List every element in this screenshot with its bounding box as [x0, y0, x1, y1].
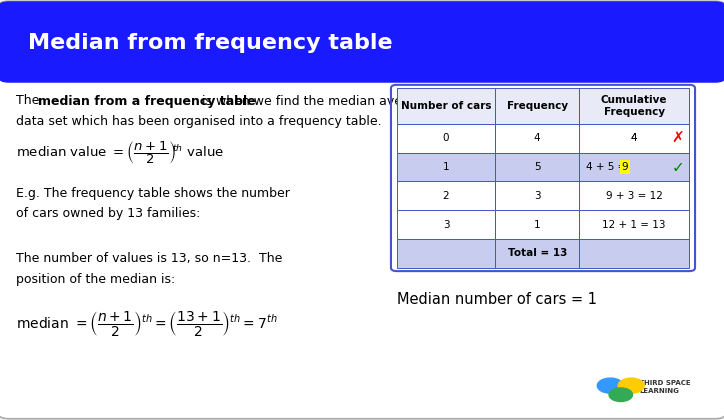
Bar [397, 124, 495, 152]
Bar [397, 88, 495, 124]
Text: Total = 13: Total = 13 [508, 248, 567, 258]
Bar [495, 210, 579, 239]
Text: position of the median is:: position of the median is: [16, 273, 175, 286]
Bar [495, 124, 579, 152]
Text: median from a frequency table: median from a frequency table [38, 94, 256, 108]
Text: of cars owned by 13 families:: of cars owned by 13 families: [16, 207, 201, 220]
Bar [397, 152, 495, 181]
Bar [9, 39, 715, 76]
Bar [579, 152, 689, 181]
Text: Cumulative
Frequency: Cumulative Frequency [601, 95, 668, 117]
Text: 9: 9 [621, 162, 628, 172]
Bar [579, 210, 689, 239]
Bar [579, 124, 689, 152]
Text: E.g. The frequency table shows the number: E.g. The frequency table shows the numbe… [16, 187, 290, 200]
Text: ✗: ✗ [670, 131, 683, 146]
Bar [397, 181, 495, 210]
Bar [495, 88, 579, 124]
Text: THIRD SPACE: THIRD SPACE [639, 380, 691, 386]
Text: The number of values is 13, so n=13.  The: The number of values is 13, so n=13. The [16, 252, 282, 265]
Text: median value $= \left(\dfrac{n+1}{2}\right)^{\!\!th}$ value: median value $= \left(\dfrac{n+1}{2}\rig… [16, 139, 224, 166]
Text: 0: 0 [443, 133, 449, 143]
Bar [495, 152, 579, 181]
Bar [397, 239, 495, 268]
Circle shape [618, 378, 644, 393]
Text: 9 + 3 = 12: 9 + 3 = 12 [606, 191, 662, 201]
Text: 1: 1 [442, 162, 450, 172]
Text: 4: 4 [631, 133, 638, 143]
Text: 5: 5 [534, 162, 541, 172]
Text: LEARNING: LEARNING [639, 388, 679, 394]
FancyBboxPatch shape [0, 1, 724, 83]
Bar [579, 181, 689, 210]
Bar [495, 181, 579, 210]
Bar [579, 88, 689, 124]
Text: The: The [16, 94, 43, 108]
Text: Median from frequency table: Median from frequency table [28, 33, 392, 53]
Text: 1: 1 [534, 220, 541, 230]
Circle shape [609, 388, 633, 402]
Text: 12 + 1 = 13: 12 + 1 = 13 [602, 220, 666, 230]
Bar [495, 239, 579, 268]
Bar [397, 210, 495, 239]
Text: 3: 3 [442, 220, 450, 230]
Text: Median number of cars = 1: Median number of cars = 1 [397, 292, 597, 307]
Circle shape [597, 378, 623, 393]
Bar [579, 124, 689, 152]
Text: median $= \left(\dfrac{n+1}{2}\right)^{th} = \left(\dfrac{13+1}{2}\right)^{th} =: median $= \left(\dfrac{n+1}{2}\right)^{t… [16, 309, 277, 338]
Text: ✓: ✓ [672, 160, 685, 175]
Text: 3: 3 [534, 191, 541, 201]
Text: 4 + 5 =: 4 + 5 = [586, 162, 630, 172]
Text: Frequency: Frequency [507, 101, 568, 111]
Text: 4: 4 [631, 133, 638, 143]
Text: Number of cars: Number of cars [401, 101, 492, 111]
Text: 4: 4 [534, 133, 541, 143]
Bar [579, 239, 689, 268]
Text: 2: 2 [442, 191, 450, 201]
Text: data set which has been organised into a frequency table.: data set which has been organised into a… [16, 115, 382, 128]
Text: is when we find the median average from a: is when we find the median average from … [198, 94, 476, 108]
